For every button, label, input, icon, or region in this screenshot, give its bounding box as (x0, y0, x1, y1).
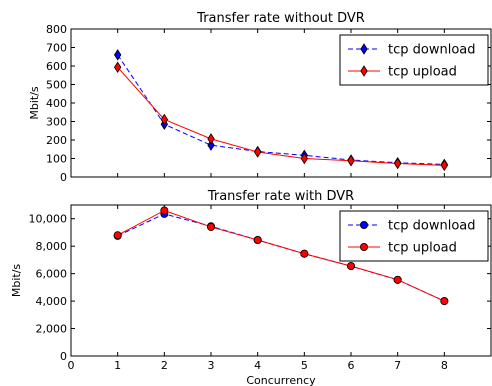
chart-title: Transfer rate without DVR (196, 11, 365, 26)
y-tick-label: 500 (46, 79, 67, 92)
y-tick-label: 100 (46, 153, 67, 166)
x-tick-label: 1 (114, 359, 121, 372)
data-point-diamond (300, 152, 309, 165)
y-tick-label: 300 (46, 116, 67, 129)
legend-box (339, 34, 489, 86)
x-tick-label: 3 (208, 359, 215, 372)
legend: tcp download tcp upload (339, 210, 489, 262)
data-point-diamond (347, 154, 355, 167)
data-point-diamond (160, 113, 169, 126)
y-tick-label: 800 (46, 23, 67, 36)
y-tick-label: 10,000 (29, 213, 68, 226)
data-point-diamond (113, 61, 122, 74)
chart-without-dvr: Transfer rate without DVR 0 100 200 300 400 50… (28, 11, 492, 184)
data-point-diamond (253, 146, 262, 158)
y-tick-label: 0 (60, 171, 67, 184)
data-point-circle (300, 249, 309, 258)
data-point-circle (206, 222, 215, 231)
legend-box (339, 210, 489, 262)
y-tick-label: 200 (46, 134, 67, 147)
y-tick-label: 400 (46, 97, 67, 110)
y-tick-label: 8,000 (36, 240, 68, 253)
data-point-circle (160, 206, 169, 215)
x-tick-label: 2 (161, 359, 168, 372)
legend-marker-circle (359, 242, 368, 251)
series-line-tcp-upload (117, 66, 445, 166)
legend-label: tcp download (388, 43, 476, 58)
legend-marker-diamond (360, 65, 368, 77)
data-point-diamond (207, 133, 215, 145)
series-line-tcp-upload (117, 209, 445, 302)
data-point-diamond (393, 157, 402, 170)
y-tick-label: 2,000 (36, 323, 68, 336)
data-point-circle (346, 262, 355, 271)
data-point-diamond (113, 49, 122, 61)
legend-label: tcp upload (388, 65, 457, 80)
legend-marker-diamond (360, 43, 368, 55)
data-point-circle (393, 275, 402, 284)
x-tick-label: 5 (301, 359, 308, 372)
data-point-circle (440, 297, 449, 306)
x-tick-label: 6 (348, 359, 355, 372)
data-point-diamond (440, 159, 449, 172)
y-tick-label: 700 (46, 42, 67, 55)
x-tick-label: 7 (394, 359, 401, 372)
legend-label: tcp download (388, 219, 476, 234)
data-point-diamond (207, 139, 215, 151)
y-tick-label: 0 (60, 350, 67, 363)
x-tick-label: 0 (68, 359, 75, 372)
data-point-circle (113, 231, 122, 240)
legend: tcp download tcp upload (339, 34, 489, 86)
y-axis-label: Mbit/s (10, 264, 23, 298)
chart-with-dvr: Transfer rate with DVR 0 2,000 4,000 6,000 8,… (10, 189, 492, 386)
legend-label: tcp upload (388, 241, 457, 256)
data-point-circle (253, 236, 262, 245)
series-line-tcp-download (117, 54, 445, 165)
y-tick-label: 600 (46, 60, 67, 73)
x-axis-label: Concurrency (246, 374, 316, 386)
x-tick-label: 4 (254, 359, 261, 372)
y-tick-label: 4,000 (36, 295, 68, 308)
y-tick-label: 6,000 (36, 268, 68, 281)
chart-title: Transfer rate with DVR (207, 189, 354, 204)
x-tick-label: 8 (441, 359, 448, 372)
legend-marker-circle (359, 220, 368, 229)
y-axis-label: Mbit/s (28, 86, 41, 120)
